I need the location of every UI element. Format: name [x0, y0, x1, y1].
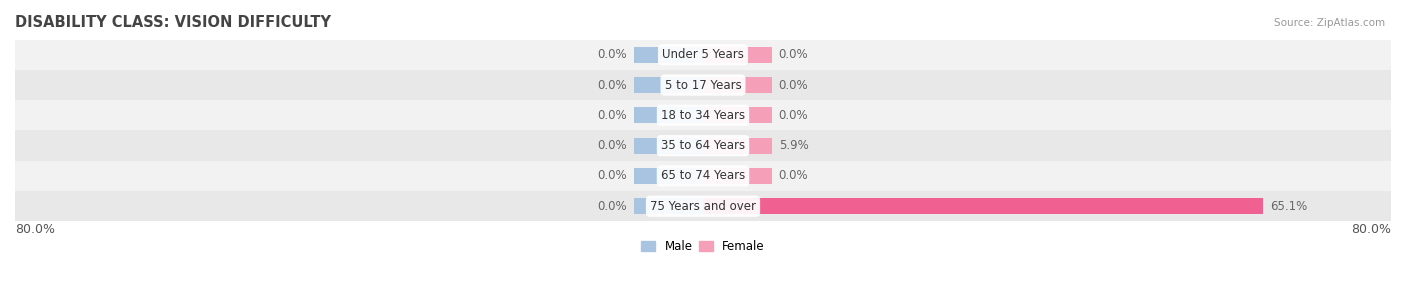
Bar [634, 168, 703, 184]
Bar [634, 77, 703, 93]
Bar [15, 161, 1391, 191]
Text: Under 5 Years: Under 5 Years [662, 48, 744, 61]
Bar [703, 77, 772, 93]
Bar [15, 40, 1391, 70]
Text: Source: ZipAtlas.com: Source: ZipAtlas.com [1274, 18, 1385, 28]
Text: 18 to 34 Years: 18 to 34 Years [661, 109, 745, 122]
Bar [703, 138, 772, 153]
Bar [703, 47, 772, 63]
Bar [634, 198, 703, 214]
Text: 80.0%: 80.0% [15, 223, 55, 236]
Text: 5.9%: 5.9% [779, 139, 808, 152]
Text: DISABILITY CLASS: VISION DIFFICULTY: DISABILITY CLASS: VISION DIFFICULTY [15, 15, 330, 30]
Bar [15, 100, 1391, 131]
Text: 0.0%: 0.0% [779, 48, 808, 61]
Text: 0.0%: 0.0% [598, 170, 627, 182]
Text: 0.0%: 0.0% [598, 79, 627, 92]
Text: 0.0%: 0.0% [598, 109, 627, 122]
Text: 0.0%: 0.0% [598, 48, 627, 61]
Text: 75 Years and over: 75 Years and over [650, 200, 756, 213]
Text: 0.0%: 0.0% [779, 79, 808, 92]
Bar [15, 191, 1391, 221]
Text: 0.0%: 0.0% [779, 109, 808, 122]
Bar [634, 47, 703, 63]
Text: 5 to 17 Years: 5 to 17 Years [665, 79, 741, 92]
Bar [703, 107, 772, 123]
Bar [15, 131, 1391, 161]
Text: 0.0%: 0.0% [779, 170, 808, 182]
Bar [634, 107, 703, 123]
Text: 65.1%: 65.1% [1270, 200, 1308, 213]
Bar [703, 168, 772, 184]
Bar [15, 70, 1391, 100]
Legend: Male, Female: Male, Female [637, 235, 769, 258]
Text: 0.0%: 0.0% [598, 139, 627, 152]
Text: 35 to 64 Years: 35 to 64 Years [661, 139, 745, 152]
Text: 80.0%: 80.0% [1351, 223, 1391, 236]
Text: 65 to 74 Years: 65 to 74 Years [661, 170, 745, 182]
Bar [703, 198, 1263, 214]
Bar [634, 138, 703, 153]
Text: 0.0%: 0.0% [598, 200, 627, 213]
